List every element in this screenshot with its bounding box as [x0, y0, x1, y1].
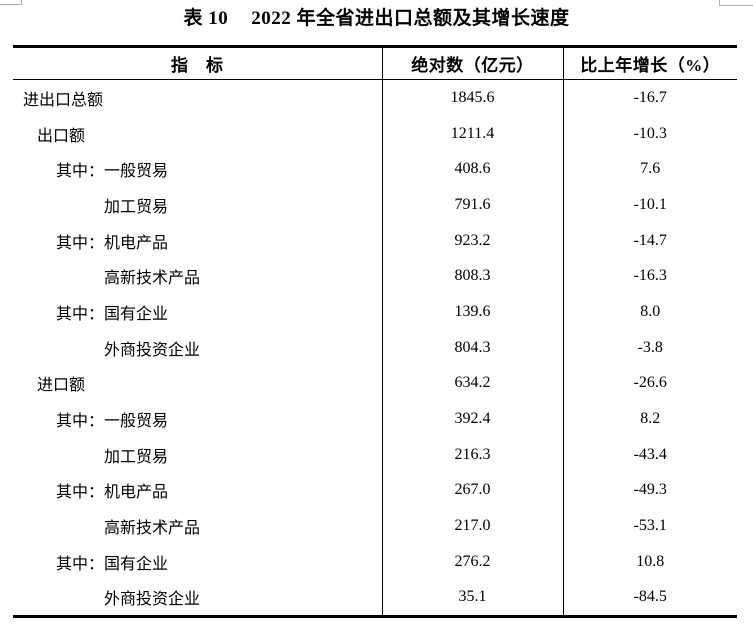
- row-prefix: 其中：: [56, 413, 105, 431]
- growth-value: -10.3: [562, 115, 737, 152]
- table-row: 进出口总额 1845.6 -16.7: [13, 79, 737, 116]
- growth-value: -84.5: [562, 579, 737, 616]
- row-label: 外商投资企业: [104, 341, 201, 359]
- table-row: 加工贸易 216.3 -43.4: [13, 436, 737, 473]
- row-label: 高新技术产品: [104, 520, 201, 538]
- table-row: 其中：国有企业 139.6 8.0: [13, 294, 737, 330]
- indicator-cell: 其中：一般贸易: [13, 151, 382, 187]
- row-label: 进口额: [37, 377, 86, 395]
- row-label: 加工贸易: [104, 448, 169, 466]
- indicator-cell: 进出口总额: [13, 80, 382, 116]
- page-boundary-mark-left-vertical: [21, 0, 22, 5]
- indicator-cell: 其中：国有企业: [13, 544, 382, 580]
- indicator-cell: 高新技术产品: [13, 508, 382, 544]
- absolute-value: 1845.6: [381, 79, 563, 116]
- indicator-cell: 高新技术产品: [13, 258, 382, 294]
- table-row: 其中：机电产品 923.2 -14.7: [13, 222, 737, 259]
- growth-value: 8.0: [562, 294, 737, 330]
- page-boundary-mark-right-horizontal: [719, 5, 753, 6]
- table-row: 加工贸易 791.6 -10.1: [13, 187, 737, 223]
- row-label: 国有企业: [104, 555, 169, 573]
- absolute-value: 923.2: [381, 222, 563, 259]
- table-row: 其中：机电产品 267.0 -49.3: [13, 472, 737, 509]
- absolute-value: 408.6: [381, 151, 563, 188]
- table-title-text: 2022 年全省进出口总额及其增长速度: [251, 8, 570, 29]
- table-row: 出口额 1211.4 -10.3: [13, 115, 737, 152]
- table-row: 进口额 634.2 -26.6: [13, 365, 737, 402]
- statistics-table: 指 标 绝对数（亿元） 比上年增长（%） 进出口总额 1845.6 -16.7 …: [13, 45, 737, 619]
- absolute-value: 267.0: [381, 472, 563, 509]
- growth-value: -43.4: [562, 436, 737, 473]
- indicator-cell: 其中：机电产品: [13, 473, 382, 509]
- growth-value: -26.6: [562, 365, 737, 402]
- indicator-cell: 加工贸易: [13, 437, 382, 473]
- indicator-cell: 外商投资企业: [13, 330, 382, 366]
- indicator-cell: 其中：国有企业: [13, 294, 382, 330]
- row-label: 一般贸易: [104, 413, 169, 431]
- table-number: 表 10: [183, 8, 229, 29]
- absolute-value: 216.3: [381, 436, 563, 473]
- growth-value: 8.2: [562, 401, 737, 437]
- absolute-value: 217.0: [381, 508, 563, 544]
- header-indicator: 指 标: [13, 48, 382, 80]
- absolute-value: 808.3: [381, 258, 563, 295]
- row-label: 机电产品: [104, 234, 169, 252]
- row-label: 进出口总额: [23, 91, 104, 109]
- growth-value: -14.7: [562, 222, 737, 259]
- table-row: 外商投资企业 804.3 -3.8: [13, 329, 737, 366]
- table-row: 高新技术产品 217.0 -53.1: [13, 508, 737, 544]
- growth-value: -49.3: [562, 472, 737, 509]
- table-row: 其中：一般贸易 408.6 7.6: [13, 151, 737, 188]
- table-row: 其中：国有企业 276.2 10.8: [13, 543, 737, 580]
- indicator-cell: 进口额: [13, 366, 382, 402]
- growth-value: -53.1: [562, 508, 737, 544]
- growth-value: -16.7: [562, 79, 737, 116]
- indicator-cell: 出口额: [13, 116, 382, 152]
- row-label: 一般贸易: [104, 163, 169, 181]
- page-boundary-mark-right-vertical: [719, 0, 720, 6]
- absolute-value: 1211.4: [381, 115, 563, 152]
- growth-value: -10.1: [562, 187, 737, 223]
- table-body: 进出口总额 1845.6 -16.7 出口额 1211.4 -10.3 其中：一…: [13, 79, 737, 616]
- row-label: 机电产品: [104, 484, 169, 502]
- absolute-value: 634.2: [381, 365, 563, 402]
- growth-value: -16.3: [562, 258, 737, 295]
- absolute-value: 35.1: [381, 579, 563, 616]
- absolute-value: 804.3: [381, 329, 563, 366]
- row-prefix: 其中：: [56, 484, 105, 502]
- header-absolute-value: 绝对数（亿元）: [381, 48, 563, 80]
- absolute-value: 392.4: [381, 401, 563, 437]
- row-label: 加工贸易: [104, 198, 169, 216]
- absolute-value: 139.6: [381, 294, 563, 330]
- growth-value: 10.8: [562, 543, 737, 580]
- page-boundary-mark-left-horizontal: [0, 4, 22, 5]
- header-row: 指 标 绝对数（亿元） 比上年增长（%）: [13, 48, 737, 80]
- absolute-value: 276.2: [381, 543, 563, 580]
- indicator-cell: 外商投资企业: [13, 580, 382, 616]
- absolute-value: 791.6: [381, 187, 563, 223]
- row-label: 国有企业: [104, 305, 169, 323]
- table-row: 外商投资企业 35.1 -84.5: [13, 579, 737, 616]
- table-row: 高新技术产品 808.3 -16.3: [13, 258, 737, 295]
- row-prefix: 其中：: [56, 305, 105, 323]
- table-title: 表 10 2022 年全省进出口总额及其增长速度: [0, 7, 753, 30]
- header-growth-rate: 比上年增长（%）: [562, 48, 737, 80]
- indicator-cell: 其中：机电产品: [13, 223, 382, 259]
- row-label: 高新技术产品: [104, 270, 201, 288]
- indicator-cell: 其中：一般贸易: [13, 401, 382, 437]
- growth-value: 7.6: [562, 151, 737, 188]
- row-prefix: 其中：: [56, 234, 105, 252]
- row-label: 外商投资企业: [104, 591, 201, 609]
- row-prefix: 其中：: [56, 163, 105, 181]
- row-label: 出口额: [37, 127, 86, 145]
- row-prefix: 其中：: [56, 555, 105, 573]
- growth-value: -3.8: [562, 329, 737, 366]
- table-row: 其中：一般贸易 392.4 8.2: [13, 401, 737, 437]
- indicator-cell: 加工贸易: [13, 187, 382, 223]
